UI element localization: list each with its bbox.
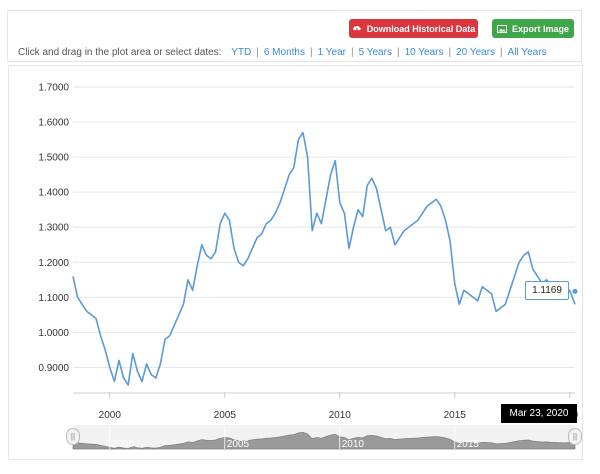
y-tick-label: 1.0000 bbox=[38, 328, 69, 339]
y-tick-label: 1.6000 bbox=[38, 118, 69, 129]
y-tick-label: 1.5000 bbox=[38, 153, 69, 164]
y-tick-label: 1.3000 bbox=[38, 223, 69, 234]
navigator-tick-label: 2015 bbox=[457, 439, 480, 450]
range-selector-prompt: Click and drag in the plot area or selec… bbox=[18, 47, 222, 58]
range-option-5-years[interactable]: 5 Years bbox=[358, 47, 392, 58]
series-line[interactable] bbox=[72, 131, 576, 386]
hover-point bbox=[571, 287, 579, 295]
date-tooltip: Mar 23, 2020 bbox=[501, 404, 577, 423]
navigator-left-handle[interactable]: || bbox=[66, 428, 80, 445]
range-option-10-years[interactable]: 10 Years bbox=[404, 47, 444, 58]
value-tooltip: 1.1169 bbox=[525, 281, 569, 300]
y-tick-label: 0.9000 bbox=[38, 363, 69, 374]
y-tick-label: 1.2000 bbox=[38, 258, 69, 269]
download-historical-data-button[interactable]: Download Historical Data bbox=[349, 19, 478, 38]
grid-lines bbox=[73, 86, 575, 368]
range-option-1-year[interactable]: 1 Year bbox=[317, 47, 346, 58]
navigator-ticks: 2000 2005 2010 2015 bbox=[109, 426, 480, 450]
export-image-button[interactable]: Export Image bbox=[492, 19, 574, 38]
navigator-tick-label: 2000 bbox=[112, 439, 135, 450]
chart-frame bbox=[8, 65, 583, 460]
range-option-ytd[interactable]: YTD bbox=[231, 47, 252, 58]
x-tick-label: 2000 bbox=[99, 410, 122, 421]
y-tick-label: 1.1000 bbox=[38, 293, 69, 304]
y-tick-label: 1.7000 bbox=[38, 83, 69, 94]
image-icon bbox=[496, 24, 507, 33]
range-option-6-months[interactable]: 6 Months bbox=[263, 47, 305, 58]
navigator-tick-label: 2005 bbox=[227, 439, 250, 450]
navigator-area bbox=[72, 432, 576, 450]
y-tick-label: 1.4000 bbox=[38, 188, 69, 199]
navigator[interactable]: 2000 2005 2010 2015 bbox=[72, 425, 576, 450]
x-tick-label: 2005 bbox=[214, 410, 237, 421]
cloud-download-icon bbox=[352, 25, 361, 33]
x-tick-label: 2010 bbox=[329, 410, 352, 421]
navigator-right-handle[interactable]: || bbox=[568, 428, 582, 445]
range-selector: Click and drag in the plot area or selec… bbox=[18, 47, 547, 58]
download-button-label: Download Historical Data bbox=[366, 23, 476, 34]
x-tick-label: 2015 bbox=[444, 410, 467, 421]
range-option-20-years[interactable]: 20 Years bbox=[456, 47, 496, 58]
y-axis-ticks: 0.9000 1.0000 1.1000 1.2000 1.3000 1.4000 1.50… bbox=[38, 83, 69, 374]
toolbar: Download Historical Data Export Image Cl… bbox=[7, 10, 582, 62]
range-option-all-years[interactable]: All Years bbox=[507, 47, 547, 58]
export-button-label: Export Image bbox=[511, 23, 569, 34]
navigator-tick-label: 2010 bbox=[342, 439, 365, 450]
